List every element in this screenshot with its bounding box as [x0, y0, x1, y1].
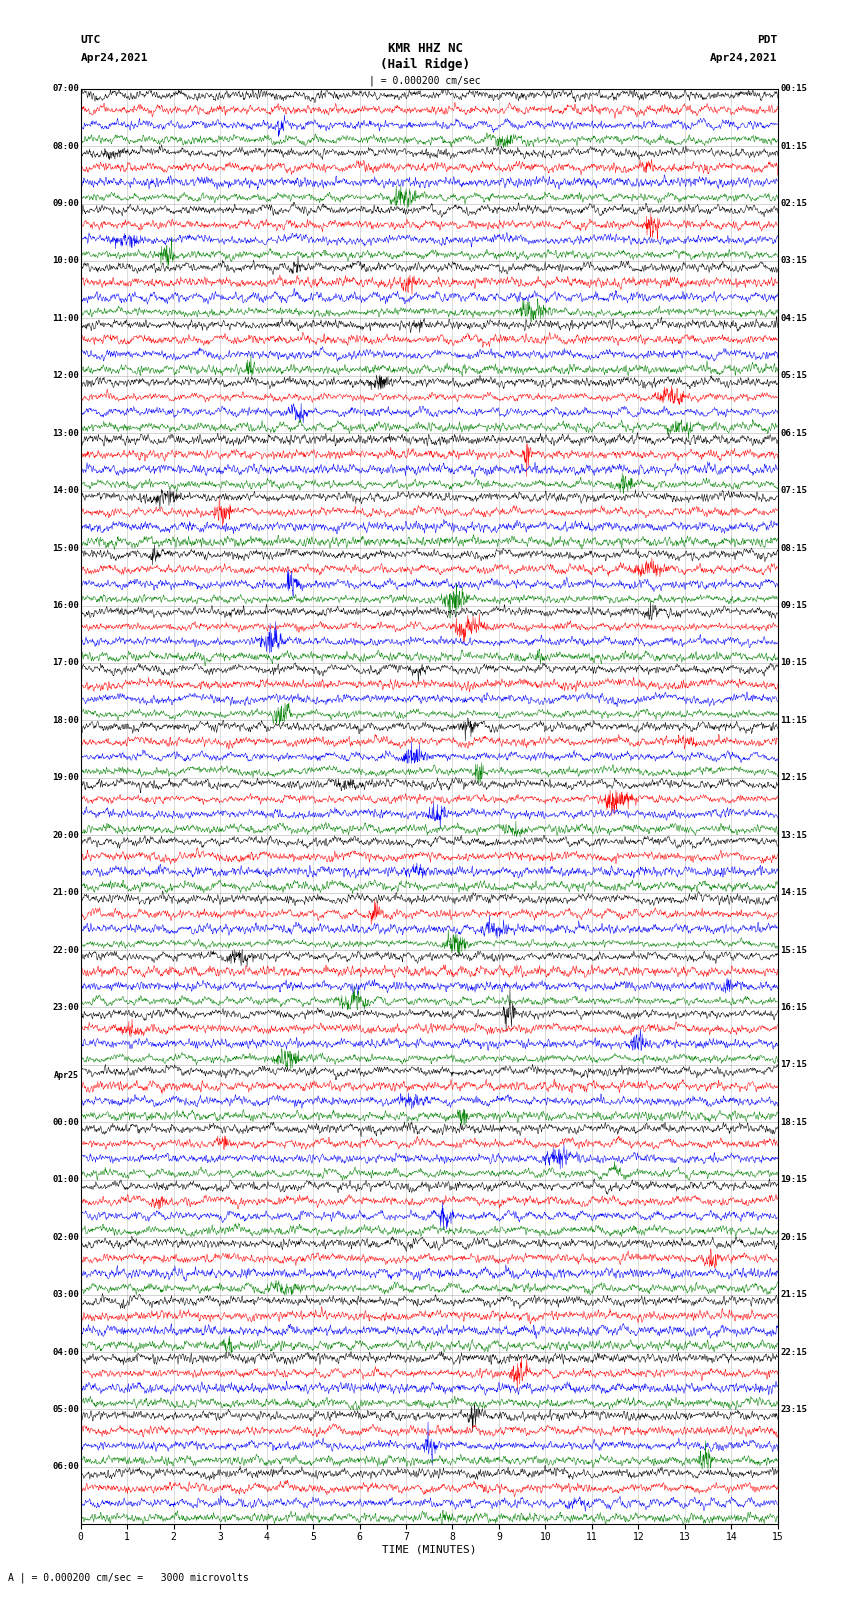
Text: 04:15: 04:15 [780, 315, 808, 323]
Text: 00:00: 00:00 [52, 1118, 79, 1127]
Text: 13:00: 13:00 [52, 429, 79, 437]
Text: 21:15: 21:15 [780, 1290, 808, 1298]
Text: PDT: PDT [757, 35, 778, 45]
Text: 02:15: 02:15 [780, 198, 808, 208]
Text: 10:00: 10:00 [52, 256, 79, 266]
Text: | = 0.000200 cm/sec: | = 0.000200 cm/sec [369, 76, 481, 85]
Text: 22:00: 22:00 [52, 945, 79, 955]
Text: 14:00: 14:00 [52, 486, 79, 495]
Text: 20:00: 20:00 [52, 831, 79, 840]
Text: 19:15: 19:15 [780, 1176, 808, 1184]
Text: 01:00: 01:00 [52, 1176, 79, 1184]
Text: 16:00: 16:00 [52, 602, 79, 610]
Text: 07:00: 07:00 [52, 84, 79, 94]
Text: (Hail Ridge): (Hail Ridge) [380, 58, 470, 71]
Text: 00:15: 00:15 [780, 84, 808, 94]
Text: 11:15: 11:15 [780, 716, 808, 724]
Text: 10:15: 10:15 [780, 658, 808, 668]
Text: 08:15: 08:15 [780, 544, 808, 553]
Text: 06:00: 06:00 [52, 1463, 79, 1471]
Text: Apr24,2021: Apr24,2021 [81, 53, 148, 63]
Text: 05:00: 05:00 [52, 1405, 79, 1415]
Text: 17:00: 17:00 [52, 658, 79, 668]
Text: 04:00: 04:00 [52, 1347, 79, 1357]
Text: 18:15: 18:15 [780, 1118, 808, 1127]
Text: 07:15: 07:15 [780, 486, 808, 495]
Text: 01:15: 01:15 [780, 142, 808, 150]
Text: 13:15: 13:15 [780, 831, 808, 840]
Text: 19:00: 19:00 [52, 773, 79, 782]
Text: 23:00: 23:00 [52, 1003, 79, 1011]
Text: 18:00: 18:00 [52, 716, 79, 724]
X-axis label: TIME (MINUTES): TIME (MINUTES) [382, 1545, 477, 1555]
Text: 16:15: 16:15 [780, 1003, 808, 1011]
Text: 17:15: 17:15 [780, 1060, 808, 1069]
Text: 09:00: 09:00 [52, 198, 79, 208]
Text: 09:15: 09:15 [780, 602, 808, 610]
Text: A | = 0.000200 cm/sec =   3000 microvolts: A | = 0.000200 cm/sec = 3000 microvolts [8, 1573, 249, 1582]
Text: 21:00: 21:00 [52, 889, 79, 897]
Text: Apr25: Apr25 [54, 1071, 79, 1081]
Text: 03:00: 03:00 [52, 1290, 79, 1298]
Text: Apr24,2021: Apr24,2021 [711, 53, 778, 63]
Text: 08:00: 08:00 [52, 142, 79, 150]
Text: 15:00: 15:00 [52, 544, 79, 553]
Text: 12:15: 12:15 [780, 773, 808, 782]
Text: 03:15: 03:15 [780, 256, 808, 266]
Text: UTC: UTC [81, 35, 101, 45]
Text: 02:00: 02:00 [52, 1232, 79, 1242]
Text: 12:00: 12:00 [52, 371, 79, 381]
Text: 23:15: 23:15 [780, 1405, 808, 1415]
Text: 20:15: 20:15 [780, 1232, 808, 1242]
Text: 05:15: 05:15 [780, 371, 808, 381]
Text: 11:00: 11:00 [52, 315, 79, 323]
Text: 14:15: 14:15 [780, 889, 808, 897]
Text: 22:15: 22:15 [780, 1347, 808, 1357]
Text: 06:15: 06:15 [780, 429, 808, 437]
Text: KMR HHZ NC: KMR HHZ NC [388, 42, 462, 55]
Text: 15:15: 15:15 [780, 945, 808, 955]
